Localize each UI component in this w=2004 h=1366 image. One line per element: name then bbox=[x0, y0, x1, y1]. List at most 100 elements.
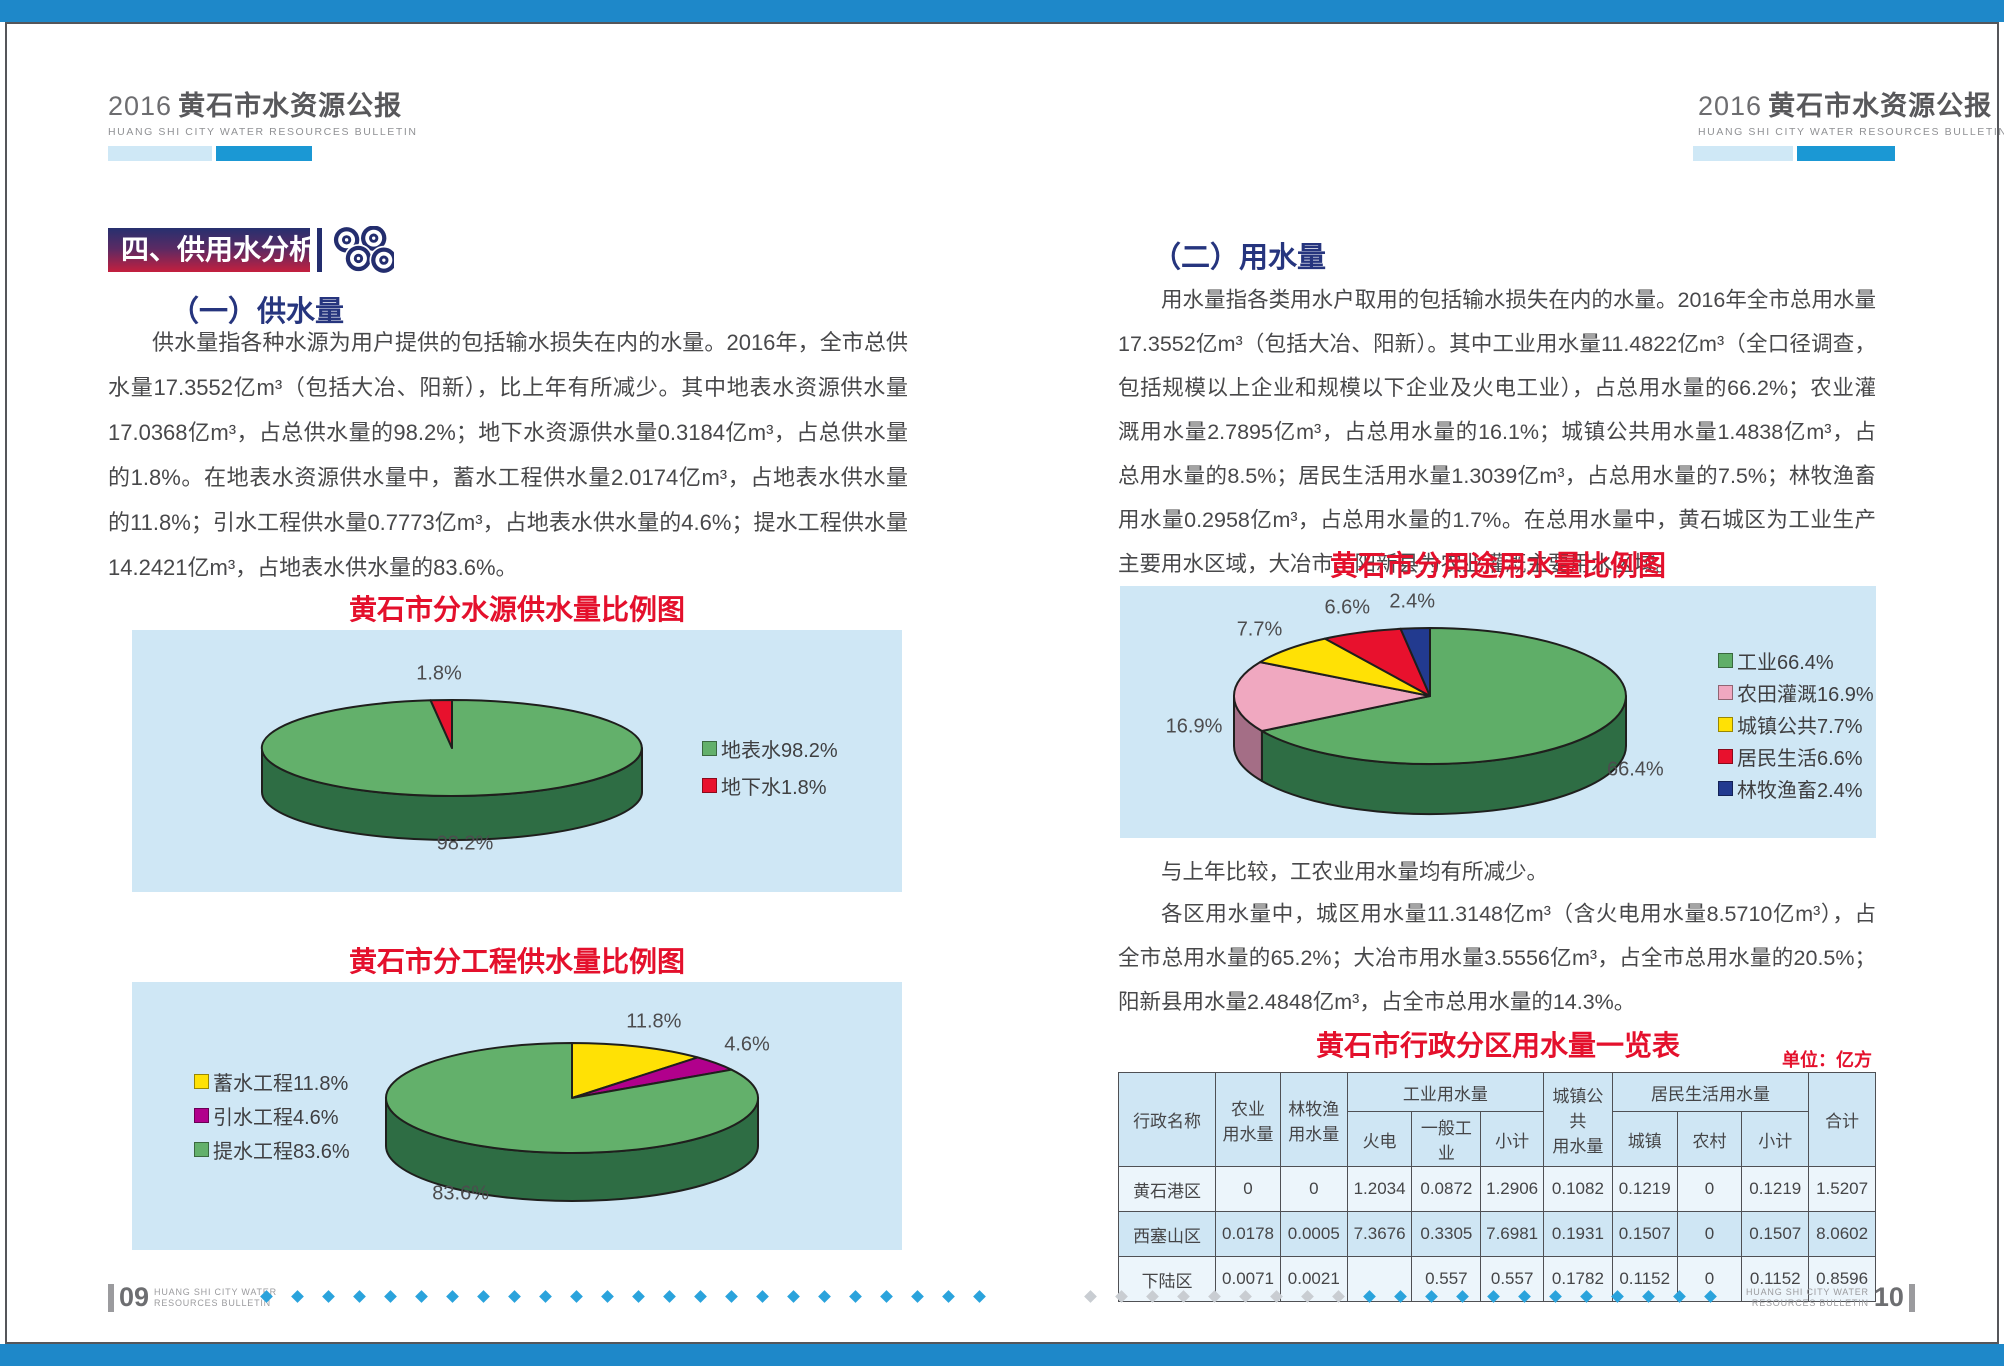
chart1-supply-by-source: 98.2% 1.8% 地表水98.2% 地下水1.8% bbox=[132, 630, 902, 892]
pie-chart-graphic bbox=[385, 1041, 760, 1202]
footer-caption: HUANG SHI CITY WATER RESOURCES BULLETIN bbox=[154, 1287, 277, 1308]
table-cell: 0.0872 bbox=[1411, 1166, 1482, 1212]
right-paragraph-3: 各区用水量中，城区用水量11.3148亿m³（含火电用水量8.5710亿m³），… bbox=[1118, 902, 1876, 1014]
pie-slice-label: 66.4% bbox=[1607, 758, 1664, 781]
footer-caption-line1: HUANG SHI CITY WATER bbox=[154, 1287, 277, 1297]
footer-dot bbox=[601, 1290, 614, 1303]
chart2-title: 黄石市分工程供水量比例图 bbox=[348, 946, 685, 977]
header-bars bbox=[108, 146, 318, 161]
legend-item: 提水工程83.6% bbox=[194, 1132, 350, 1166]
legend-label: 工业66.4% bbox=[1737, 651, 1834, 674]
legend-item: 农田灌溉16.9% bbox=[1718, 676, 1874, 708]
table-header-cell: 行政名称 bbox=[1117, 1072, 1217, 1167]
table-row: 下陆区 0.0071 0.0021 0.557 0.557 0.1782 0.1152 0 0.… bbox=[1117, 1256, 1876, 1302]
table-cell: 1.2906 bbox=[1480, 1166, 1544, 1212]
table-cell: 1.5207 bbox=[1808, 1166, 1876, 1212]
legend-label: 蓄水工程11.8% bbox=[213, 1072, 349, 1095]
footer-dot bbox=[942, 1290, 955, 1303]
footer-caption: HUANG SHI CITY WATER RESOURCES BULLETIN bbox=[1746, 1287, 1869, 1308]
wave-pattern-icon bbox=[333, 226, 394, 274]
header-bars bbox=[1693, 146, 1898, 161]
table-title: 黄石市行政分区用水量一览表 bbox=[1315, 1030, 1680, 1061]
footer-dot bbox=[1084, 1290, 1097, 1303]
footer-dot bbox=[632, 1290, 645, 1303]
table-cell: 7.3676 bbox=[1346, 1211, 1413, 1257]
footer-dot bbox=[477, 1290, 490, 1303]
legend-swatch bbox=[1718, 780, 1733, 796]
footer-dot bbox=[880, 1290, 893, 1303]
table-cell: 0 bbox=[1279, 1166, 1348, 1212]
table-cell: 0.1152 bbox=[1741, 1256, 1810, 1302]
legend-item: 林牧渔畜2.4% bbox=[1718, 772, 1874, 804]
pie-slice-label: 11.8% bbox=[626, 1010, 682, 1033]
pie-slice-label: 83.6% bbox=[432, 1182, 489, 1205]
footer-dot bbox=[539, 1290, 552, 1303]
bottom-edge-band bbox=[0, 1344, 2004, 1366]
legend-item: 地下水1.8% bbox=[702, 767, 838, 804]
table-header-cell: 合计 bbox=[1808, 1072, 1876, 1167]
legend-swatch bbox=[1718, 684, 1733, 700]
legend-swatch bbox=[194, 1107, 209, 1123]
table-header-cell: 城镇公共 用水量 bbox=[1543, 1072, 1613, 1167]
table-header-cell: 一般工业 bbox=[1411, 1111, 1482, 1167]
bulletin-title-cn: 黄石市水资源公报 bbox=[1768, 91, 1993, 121]
legend-label: 地表水98.2% bbox=[721, 740, 838, 762]
chart-legend: 地表水98.2% 地下水1.8% bbox=[702, 730, 838, 804]
top-edge-band bbox=[0, 0, 2004, 22]
chart3-use-by-purpose: 66.4% 16.9% 7.7% 6.6% 2.4% 工业66.4% 农田灌溉16.9% 城镇… bbox=[1120, 586, 1876, 838]
table-header-cell: 农业 用水量 bbox=[1215, 1072, 1281, 1167]
legend-swatch bbox=[1718, 652, 1733, 668]
footer-dot bbox=[973, 1290, 986, 1303]
table-cell: 0 bbox=[1676, 1166, 1743, 1212]
table-cell: 西塞山区 bbox=[1117, 1211, 1217, 1257]
chart-legend: 蓄水工程11.8% 引水工程4.6% 提水工程83.6% bbox=[194, 1064, 350, 1166]
legend-item: 工业66.4% bbox=[1718, 644, 1874, 676]
table-cell: 1.2034 bbox=[1346, 1166, 1413, 1212]
header-bar-blue bbox=[216, 146, 312, 161]
footer-dot bbox=[849, 1290, 862, 1303]
table-cell: 0.557 bbox=[1411, 1256, 1482, 1302]
table-cell: 下陆区 bbox=[1117, 1256, 1217, 1302]
bulletin-subtitle: HUANG SHI CITY WATER RESOURCES BULLETIN bbox=[108, 126, 418, 138]
table-cell: 0.1931 bbox=[1543, 1211, 1613, 1257]
table-header-cell: 农村 bbox=[1676, 1111, 1743, 1167]
table-header-cell: 小计 bbox=[1741, 1111, 1810, 1167]
header-bar-light bbox=[1693, 146, 1793, 161]
legend-label: 引水工程4.6% bbox=[213, 1106, 339, 1129]
pie-slice-label: 6.6% bbox=[1324, 596, 1371, 619]
legend-swatch bbox=[702, 741, 717, 756]
table-cell: 0.1219 bbox=[1741, 1166, 1810, 1212]
footer-dot bbox=[291, 1290, 304, 1303]
table-cell: 7.6981 bbox=[1480, 1211, 1544, 1257]
footer-dot bbox=[508, 1290, 521, 1303]
footer-caption-line2: RESOURCES BULLETIN bbox=[154, 1297, 271, 1308]
table-header-cell: 居民生活用水量 bbox=[1611, 1072, 1810, 1112]
legend-swatch bbox=[702, 778, 717, 793]
table-cell: 0.0178 bbox=[1215, 1211, 1281, 1257]
table-header-cell: 林牧渔 用水量 bbox=[1279, 1072, 1348, 1167]
legend-label: 居民生活6.6% bbox=[1737, 747, 1863, 770]
legend-swatch bbox=[194, 1141, 209, 1157]
pie-slice-label: 2.4% bbox=[1389, 590, 1436, 613]
chart2-supply-by-project: 11.8% 4.6% 83.6% 蓄水工程11.8% 引水工程4.6% 提水工程83.6% bbox=[132, 982, 902, 1250]
left-paragraph: 供水量指各种水源为用户提供的包括输水损失在内的水量。2016年，全市总供水量17… bbox=[108, 330, 908, 580]
table-header-cell: 城镇 bbox=[1611, 1111, 1678, 1167]
footer-dot bbox=[694, 1290, 707, 1303]
legend-item: 城镇公共7.7% bbox=[1718, 708, 1874, 740]
table-cell: 0.0021 bbox=[1279, 1256, 1348, 1302]
left-page-header: 2016 黄石市水资源公报 HUANG SHI CITY WATER RESOUR… bbox=[108, 84, 418, 161]
pie-chart-graphic bbox=[1232, 627, 1627, 816]
footer-dot bbox=[322, 1290, 335, 1303]
left-subsection-heading: （一）供水量 bbox=[170, 296, 345, 328]
footer-dot bbox=[725, 1290, 738, 1303]
right-paragraph-1: 用水量指各类用水户取用的包括输水损失在内的水量。2016年全市总用水量17.35… bbox=[1118, 288, 1876, 576]
table-cell: 0.1507 bbox=[1741, 1211, 1810, 1257]
chart-legend: 工业66.4% 农田灌溉16.9% 城镇公共7.7% 居民生活6.6% 林牧渔畜2.4% bbox=[1718, 644, 1874, 804]
right-subsection-heading: （二）用水量 bbox=[1152, 242, 1327, 274]
bulletin-subtitle: HUANG SHI CITY WATER RESOURCES BULLETIN bbox=[1698, 126, 2004, 138]
chart1-title: 黄石市分水源供水量比例图 bbox=[348, 594, 685, 625]
footer-bar bbox=[1908, 1283, 1915, 1312]
footer-dot bbox=[818, 1290, 831, 1303]
right-page-header: 2016 黄石市水资源公报 HUANG SHI CITY WATER RESOUR… bbox=[1693, 84, 2004, 161]
